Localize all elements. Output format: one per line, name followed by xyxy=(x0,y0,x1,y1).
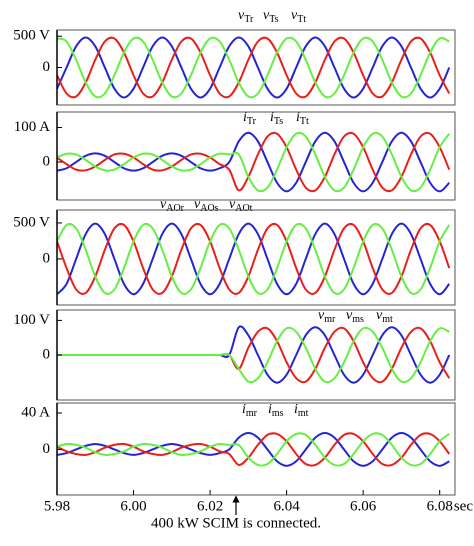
series-line xyxy=(57,36,451,99)
y-tick-label: 0 xyxy=(43,153,51,169)
x-axis-label: sec xyxy=(454,498,473,514)
series-label: imr xyxy=(242,402,258,419)
series-line xyxy=(57,222,451,295)
series-label: vAOs xyxy=(194,197,219,214)
x-tick-label: 6.04 xyxy=(273,498,300,514)
x-tick-label: 6.06 xyxy=(350,498,377,514)
series-line xyxy=(57,432,450,467)
series-line xyxy=(57,36,451,99)
series-line xyxy=(57,432,450,467)
series-label: vAOt xyxy=(229,197,253,214)
series-label: vmr xyxy=(318,308,336,325)
series-label: iTt xyxy=(296,110,309,127)
series-line xyxy=(57,222,451,295)
series-label: vTt xyxy=(291,8,306,25)
series-line xyxy=(57,131,451,193)
y-tick-label: 0 xyxy=(43,250,51,266)
x-tick-label: 6.00 xyxy=(120,498,146,514)
y-tick-label: 40 A xyxy=(21,404,50,420)
series-line xyxy=(57,36,450,99)
series-label: vTs xyxy=(263,8,279,25)
series-line xyxy=(57,432,451,467)
series-line xyxy=(57,131,451,193)
series-line xyxy=(57,131,450,193)
y-tick-label: 0 xyxy=(43,441,51,457)
annotation: 400 kW SCIM is connected. xyxy=(151,515,321,531)
panel: vAOr vAOs vAOt 0 500 V xyxy=(13,197,456,306)
series-line xyxy=(57,222,451,296)
panel: vmr vms vmt 0 100 V xyxy=(13,308,456,401)
y-tick-label: 100 V xyxy=(13,312,50,328)
x-tick-label: 6.02 xyxy=(197,498,223,514)
series-label: vmt xyxy=(376,308,393,325)
series-label: imt xyxy=(294,402,309,419)
x-tick-label: 6.08 xyxy=(427,498,453,514)
series-label: vms xyxy=(346,308,364,325)
y-tick-label: 0 xyxy=(43,59,51,75)
y-tick-label: 500 V xyxy=(13,28,50,44)
y-tick-label: 0 xyxy=(43,346,51,362)
series-label: iTs xyxy=(270,110,283,127)
series-label: ims xyxy=(268,402,284,419)
panel: imr ims imt 0 40 A 5.98 6.00 6.02 6.04 6.06 6.08 se… xyxy=(21,402,473,514)
panel: vTr vTs vTt 0 500 V xyxy=(13,8,456,106)
series-label: iTr xyxy=(243,110,257,127)
x-tick-label: 5.98 xyxy=(44,498,70,514)
series-label: vAOr xyxy=(160,197,185,214)
series-line xyxy=(57,326,450,384)
series-label: vTr xyxy=(238,8,254,25)
y-tick-label: 500 V xyxy=(13,214,50,230)
y-tick-label: 100 A xyxy=(14,119,50,135)
panel: iTr iTs iTt 0 100 A xyxy=(14,110,456,201)
